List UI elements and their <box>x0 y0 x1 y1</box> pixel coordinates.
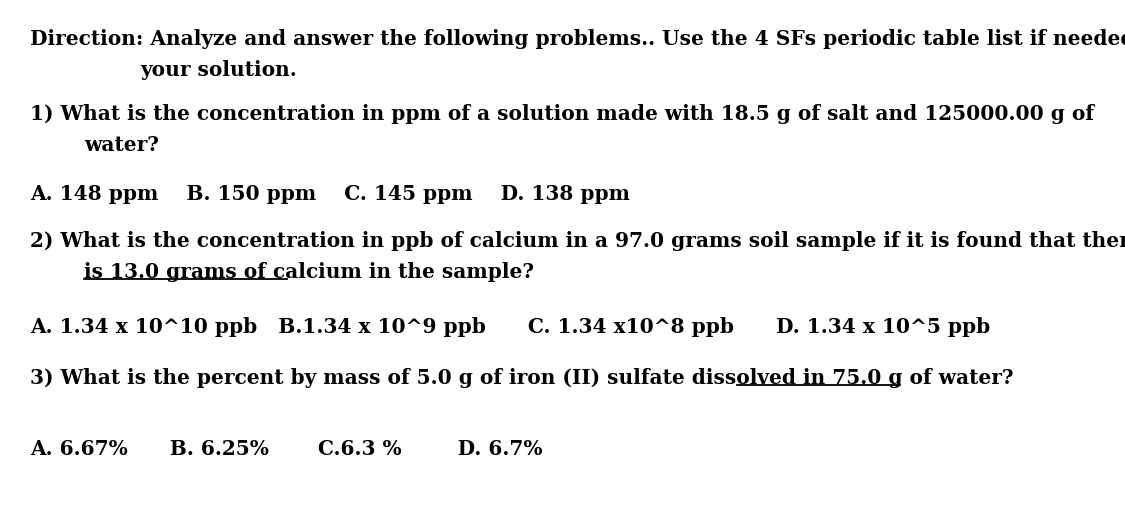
Text: 2) What is the concentration in ppb of calcium in a 97.0 grams soil sample if it: 2) What is the concentration in ppb of c… <box>30 231 1125 251</box>
Text: A. 148 ppm    B. 150 ppm    C. 145 ppm    D. 138 ppm: A. 148 ppm B. 150 ppm C. 145 ppm D. 138 … <box>30 184 630 204</box>
Text: is 13.0 grams of calcium in the sample?: is 13.0 grams of calcium in the sample? <box>84 262 534 282</box>
Text: 3) What is the percent by mass of 5.0 g of iron (II) sulfate dissolved in 75.0 g: 3) What is the percent by mass of 5.0 g … <box>30 368 1014 389</box>
Text: A. 6.67%      B. 6.25%       C.6.3 %        D. 6.7%: A. 6.67% B. 6.25% C.6.3 % D. 6.7% <box>30 439 543 459</box>
Text: Direction: Analyze and answer the following problems.. Use the 4 SFs periodic ta: Direction: Analyze and answer the follow… <box>30 29 1125 49</box>
Text: 1) What is the concentration in ppm of a solution made with 18.5 g of salt and 1: 1) What is the concentration in ppm of a… <box>30 104 1095 124</box>
Text: your solution.: your solution. <box>141 60 297 80</box>
Text: A. 1.34 x 10^10 ppb   B.1.34 x 10^9 ppb      C. 1.34 x10^8 ppb      D. 1.34 x 10: A. 1.34 x 10^10 ppb B.1.34 x 10^9 ppb C.… <box>30 317 991 337</box>
Text: water?: water? <box>84 135 160 155</box>
